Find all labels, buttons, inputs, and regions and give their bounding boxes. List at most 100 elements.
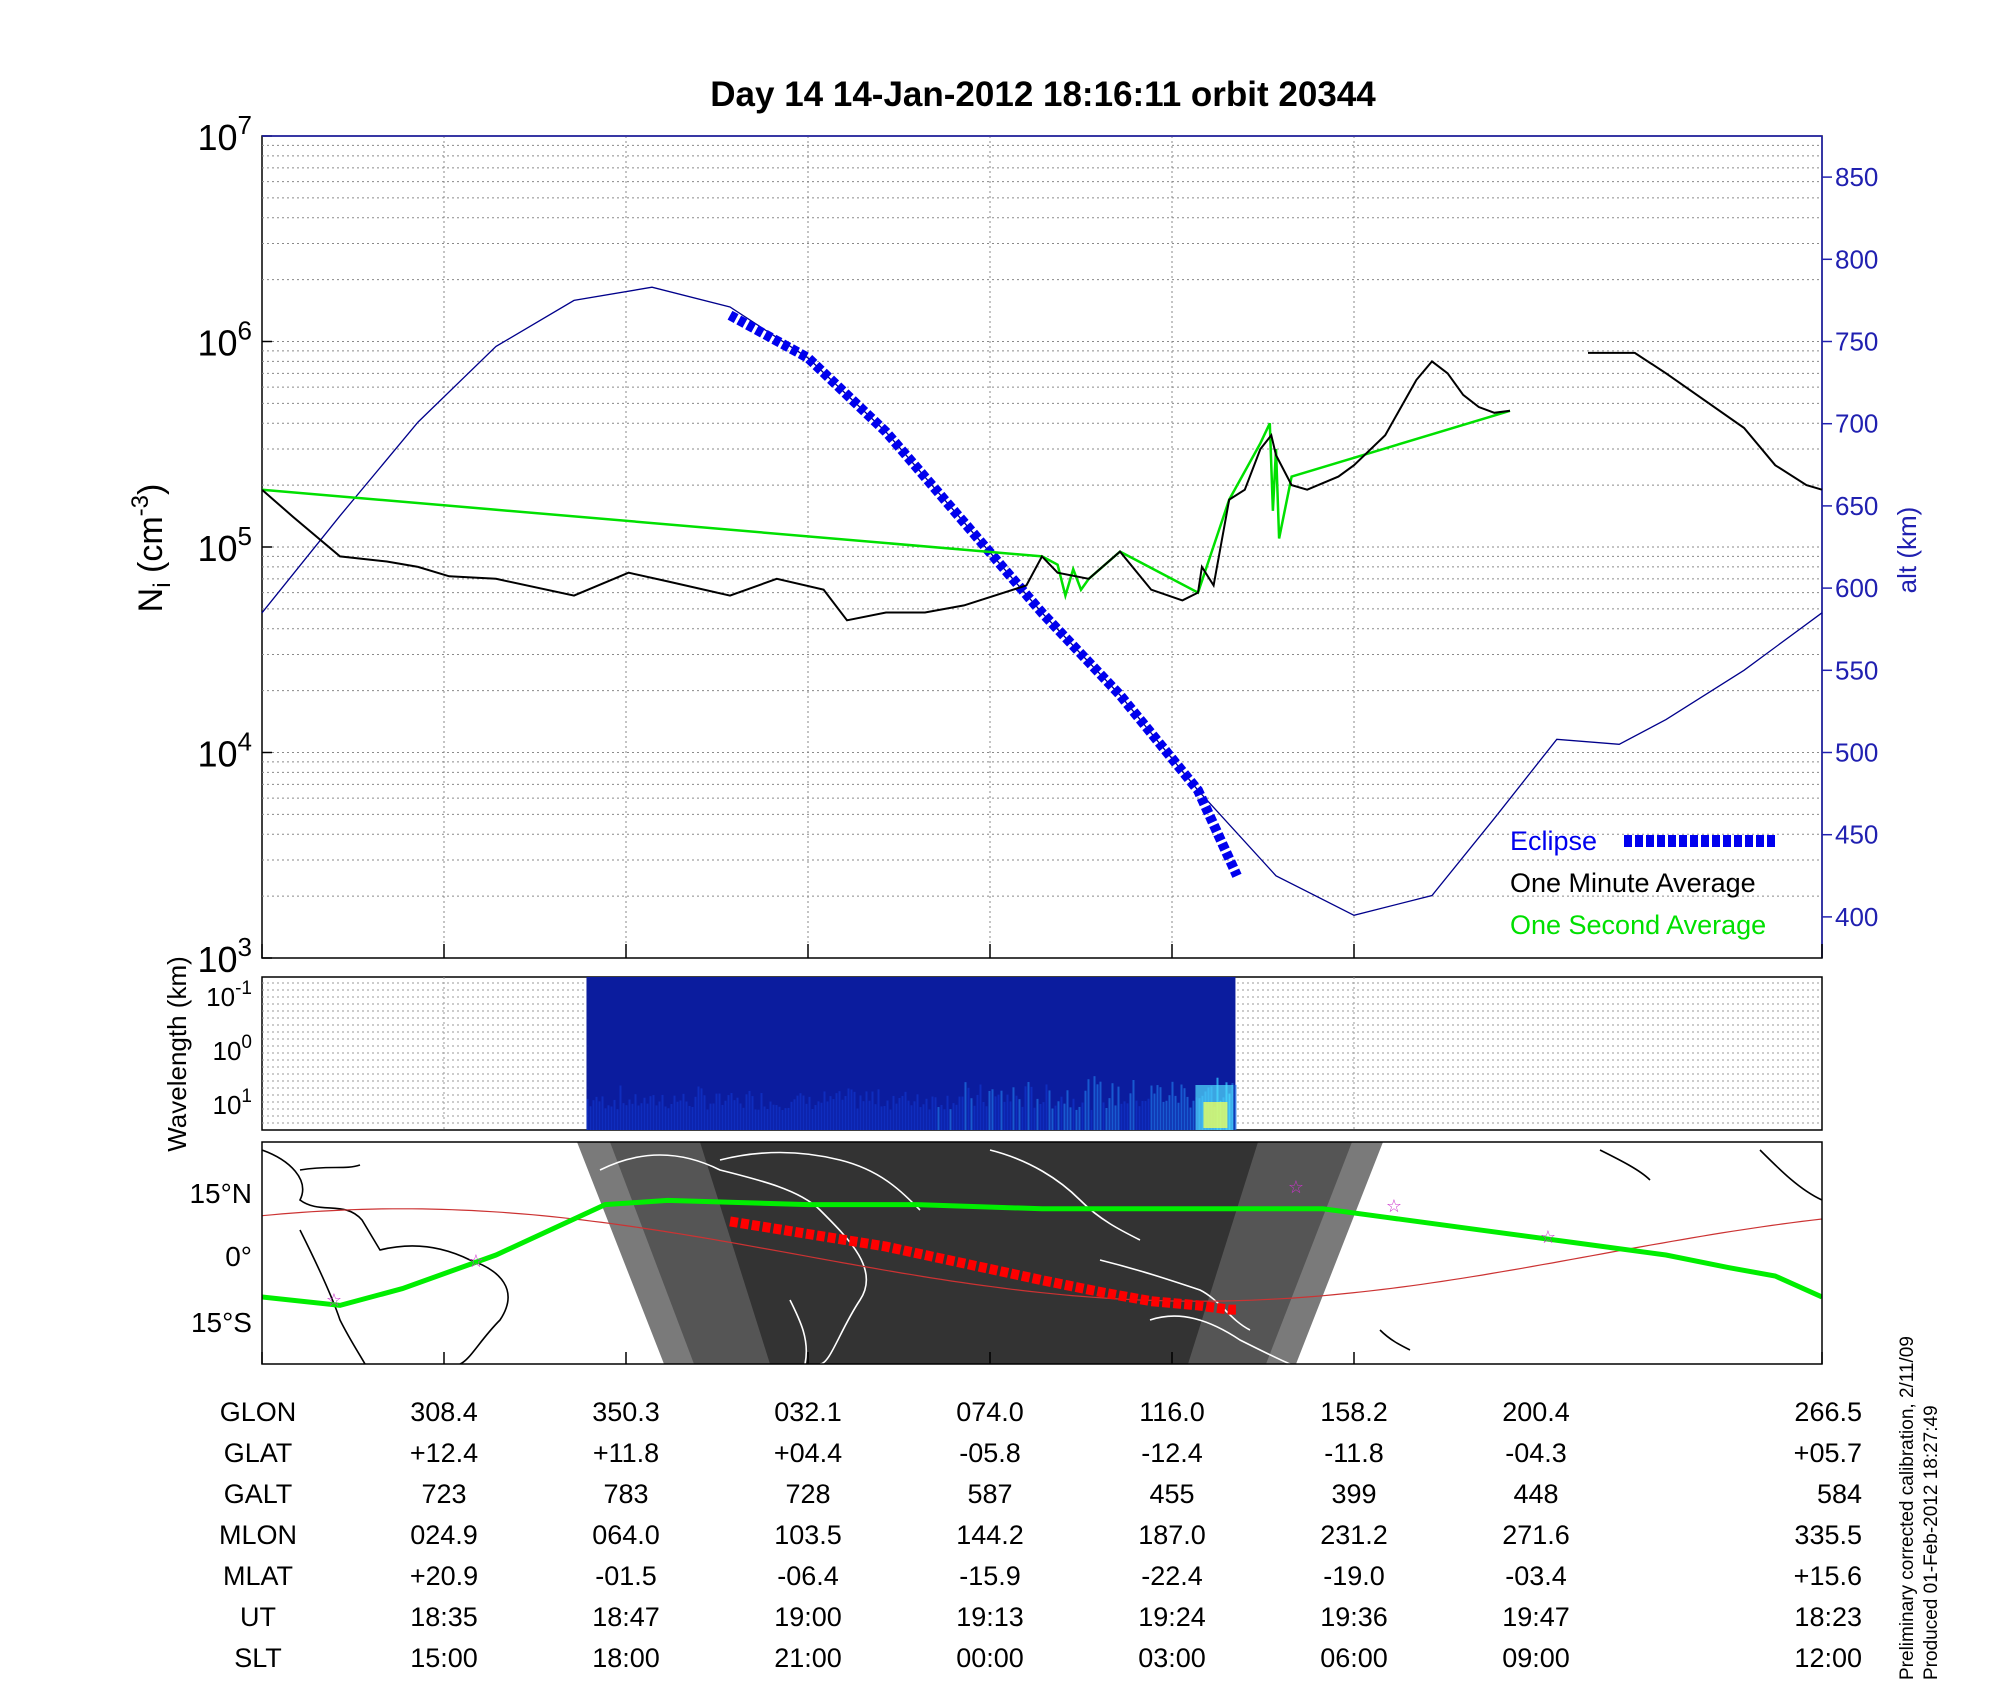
y-tick-label: 850 [1835, 162, 1878, 192]
spectrogram-bin [1129, 1093, 1132, 1130]
spectrogram-bin [622, 1103, 625, 1130]
spectrogram-bin [859, 1095, 862, 1130]
table-cell: 074.0 [956, 1397, 1024, 1427]
spectrogram-bin [1060, 1096, 1063, 1130]
altitude-y-axis: 400 450 500 550 600 650 700 750 800 850 [262, 135, 1878, 958]
table-cell: +11.8 [593, 1438, 659, 1468]
spectrogram-bin [838, 1091, 841, 1130]
coastline [1759, 1149, 1822, 1201]
spectrogram-bin [853, 1091, 856, 1130]
spectrogram-bin [1045, 1084, 1048, 1130]
spectrogram-bin [766, 1108, 769, 1130]
spectrogram-bin [1087, 1079, 1090, 1130]
spectrogram-bin [865, 1091, 868, 1130]
spectrogram-bin [781, 1109, 784, 1130]
map-frame [261, 1141, 1823, 1365]
spectrogram-bin [700, 1088, 703, 1130]
spectrogram-bin [955, 1104, 958, 1130]
table-cell: 584 [1817, 1479, 1862, 1509]
spectrogram-bin [1171, 1081, 1174, 1130]
spectrogram-bin [1144, 1101, 1147, 1130]
spectrogram-bin [712, 1103, 715, 1130]
y-tick-label: 101 [213, 1086, 253, 1120]
spectrogram-bin [739, 1103, 742, 1130]
spectrogram-bin [880, 1106, 883, 1130]
spectrogram-bin [877, 1089, 880, 1130]
spectrogram-bin [685, 1101, 688, 1130]
y-tick-label: 100 [213, 1032, 253, 1066]
spectrogram-bin [1150, 1085, 1153, 1130]
spectrogram-bin [970, 1098, 973, 1130]
spectrogram-bin [673, 1095, 676, 1130]
spectrogram-bin [1072, 1098, 1075, 1130]
spectrogram-bin [820, 1102, 823, 1130]
spectrogram-bin [1000, 1090, 1003, 1130]
spectrogram-bin [901, 1095, 904, 1130]
table-cell: 187.0 [1138, 1520, 1206, 1550]
map-latitude-axis: 15°N 0° 15°S [189, 1178, 1823, 1364]
table-cell: 728 [785, 1479, 830, 1509]
table-cell: 723 [421, 1479, 466, 1509]
table-cell: -11.8 [1324, 1438, 1384, 1468]
spectrogram-bin [910, 1105, 913, 1130]
table-cell: 399 [1331, 1479, 1376, 1509]
spectrogram-bin [625, 1105, 628, 1130]
y-tick-label: 104 [197, 727, 252, 775]
spectrogram-bin [1126, 1103, 1129, 1130]
spectrogram-bin [598, 1101, 601, 1130]
spectrogram-bin [733, 1100, 736, 1130]
table-cell: 158.2 [1320, 1397, 1388, 1427]
table-cell: 19:13 [956, 1602, 1024, 1632]
lat-tick-label: 15°S [191, 1307, 252, 1338]
spectrogram-bin [958, 1096, 961, 1130]
spectrogram-bin [1081, 1102, 1084, 1130]
density-x-ticks [261, 944, 1823, 958]
coastline [1099, 1259, 1251, 1331]
density-grid [262, 136, 1822, 958]
table-cell: 266.5 [1794, 1397, 1862, 1427]
table-cell: 587 [967, 1479, 1012, 1509]
table-cell: 350.3 [592, 1397, 660, 1427]
spectrogram-bin [850, 1089, 853, 1130]
spectrogram-bin [655, 1105, 658, 1130]
spectrogram-bin [1009, 1101, 1012, 1130]
table-cell: 18:23 [1794, 1602, 1862, 1632]
spectrogram-bin [802, 1095, 805, 1130]
table-cell: 064.0 [592, 1520, 660, 1550]
spectrogram-bin [1042, 1102, 1045, 1130]
star-marker: ☆ [1386, 1196, 1402, 1217]
spectrogram-bin [979, 1084, 982, 1130]
spectrogram-bin [688, 1105, 691, 1130]
spectrogram-bin [1099, 1081, 1102, 1130]
spectrogram-bin [784, 1108, 787, 1130]
star-marker: ☆ [468, 1251, 484, 1272]
ground-track-map-panel: ☆ ☆ ☆ ☆ ☆ 15°N 0° 15°S [189, 1141, 1823, 1365]
map-eclipse-track [729, 1216, 1237, 1315]
spectrogram-bin [763, 1106, 766, 1130]
spectrogram-bin [805, 1103, 808, 1130]
spectrogram-bin [775, 1105, 778, 1130]
spectrogram-bin [1057, 1101, 1060, 1130]
spectrogram-bin [718, 1093, 721, 1130]
spectrogram-bin [904, 1091, 907, 1130]
spectrogram-bin [679, 1100, 682, 1130]
spectrogram-bin [1111, 1083, 1114, 1130]
table-cell: 18:35 [410, 1602, 478, 1632]
spectrogram-bin [1051, 1108, 1054, 1130]
table-row-label: GLAT [224, 1438, 293, 1468]
y-tick-label: 106 [197, 316, 252, 364]
table-cell: 144.2 [956, 1520, 1024, 1550]
spectrogram-bin [1156, 1085, 1159, 1130]
spectrogram-bin [1096, 1084, 1099, 1130]
spectrogram-bin [832, 1099, 835, 1130]
star-marker: ☆ [326, 1290, 342, 1311]
spectrogram-bin [592, 1100, 595, 1130]
spectrogram-bin [1192, 1100, 1195, 1130]
table-cell: +04.4 [774, 1438, 842, 1468]
spectrogram-bin [874, 1104, 877, 1130]
spectrogram-bin [1063, 1103, 1066, 1130]
spectrogram-bin [811, 1108, 814, 1130]
table-cell: 18:47 [592, 1602, 660, 1632]
spectrogram-bin [1024, 1086, 1027, 1130]
